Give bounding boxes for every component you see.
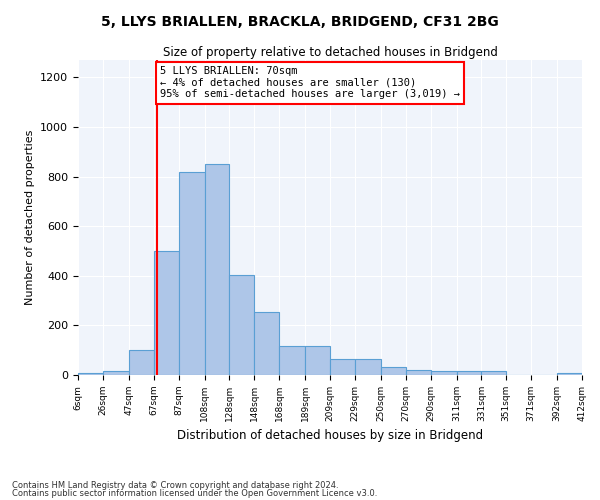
Bar	[103, 372, 129, 375]
Bar	[179, 172, 205, 375]
Text: 5, LLYS BRIALLEN, BRACKLA, BRIDGEND, CF31 2BG: 5, LLYS BRIALLEN, BRACKLA, BRIDGEND, CF3…	[101, 15, 499, 29]
Y-axis label: Number of detached properties: Number of detached properties	[25, 130, 35, 305]
Title: Size of property relative to detached houses in Bridgend: Size of property relative to detached ho…	[163, 46, 497, 59]
Bar	[355, 359, 381, 375]
Bar	[457, 372, 481, 375]
Bar	[129, 350, 154, 375]
Bar	[229, 274, 254, 375]
Bar	[78, 372, 103, 375]
Bar	[481, 372, 506, 375]
Text: 5 LLYS BRIALLEN: 70sqm
← 4% of detached houses are smaller (130)
95% of semi-det: 5 LLYS BRIALLEN: 70sqm ← 4% of detached …	[160, 66, 460, 100]
Bar	[254, 312, 279, 375]
Bar	[279, 346, 305, 375]
Bar	[406, 370, 431, 375]
Bar	[431, 372, 457, 375]
Text: Contains public sector information licensed under the Open Government Licence v3: Contains public sector information licen…	[12, 489, 377, 498]
X-axis label: Distribution of detached houses by size in Bridgend: Distribution of detached houses by size …	[177, 430, 483, 442]
Bar	[154, 251, 179, 375]
Bar	[205, 164, 229, 375]
Bar	[557, 372, 582, 375]
Text: Contains HM Land Registry data © Crown copyright and database right 2024.: Contains HM Land Registry data © Crown c…	[12, 480, 338, 490]
Bar	[305, 346, 330, 375]
Bar	[330, 359, 355, 375]
Bar	[381, 367, 406, 375]
